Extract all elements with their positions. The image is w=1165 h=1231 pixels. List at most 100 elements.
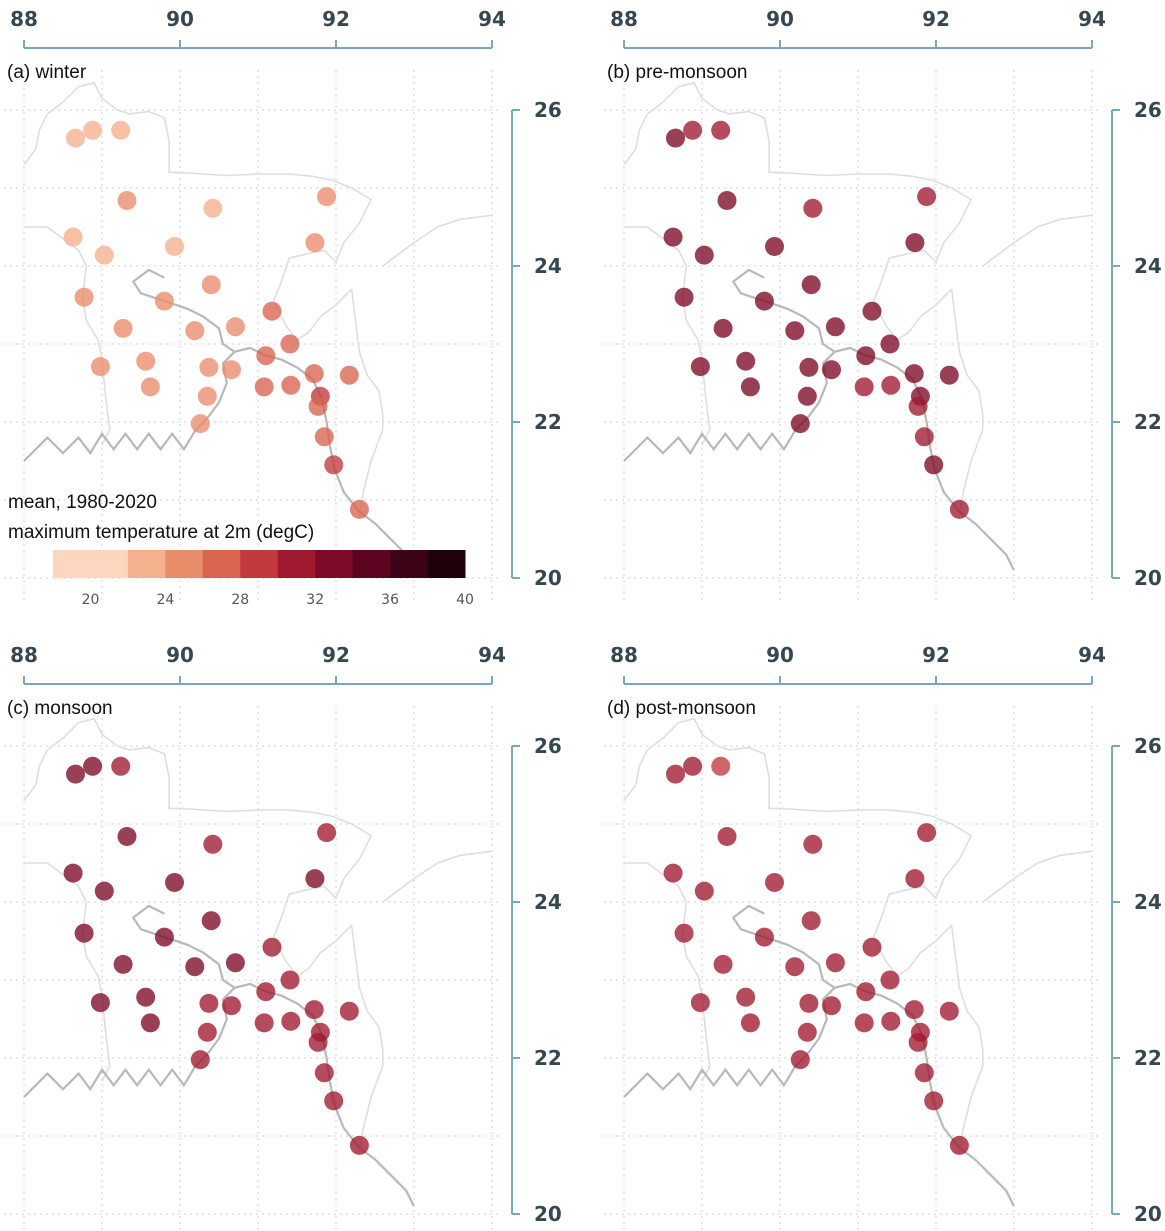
station-marker [711,120,731,140]
lat-tick-label: 20 [534,1202,562,1226]
station-marker [349,1135,369,1155]
legend-color-bin [165,550,204,578]
station-marker [136,351,156,371]
station-marker [949,499,969,519]
station-marker [94,881,114,901]
lon-tick-label: 88 [10,643,38,667]
station-marker [165,237,184,256]
station-marker [914,427,934,447]
lat-tick-label: 26 [1134,98,1162,122]
lat-tick-label: 22 [534,410,562,434]
station-marker [113,954,133,974]
station-marker [663,227,683,247]
legend-color-bin [352,550,391,578]
station-marker [349,499,369,519]
station-marker [856,346,876,366]
station-marker [949,1135,969,1155]
station-marker [280,334,300,354]
west-border [24,862,111,1082]
station-marker [854,1013,874,1033]
country-border [23,81,384,516]
lon-tick-label: 92 [322,643,350,667]
station-marker [308,1032,328,1052]
lat-tick-label: 24 [1134,890,1162,914]
station-marker [154,927,174,947]
west-border [624,226,711,446]
lon-tick-label: 90 [766,643,794,667]
station-marker [740,1013,760,1033]
station-marker [785,957,805,977]
station-marker [197,1022,217,1042]
map-panel-1: 88 90 92 94 20 22 24 26 (a) winter [4,7,562,600]
station-marker [924,455,944,475]
station-marker [256,982,276,1002]
station-marker [281,375,301,395]
station-marker [185,321,205,341]
station-marker [797,1022,817,1042]
lat-tick-label: 26 [534,98,562,122]
station-marker [790,414,810,434]
station-marker [880,334,900,354]
lon-tick-label: 90 [166,7,194,31]
lat-tick-label: 26 [534,734,562,758]
station-marker [254,377,274,397]
station-marker [854,377,874,397]
lon-tick-label: 88 [610,643,638,667]
east-border [382,850,493,903]
panel-title: (d) post-monsoon [607,698,756,719]
station-marker [666,764,685,784]
station-marker [136,987,156,1007]
station-marker [904,364,924,384]
station-marker [908,1032,928,1052]
panel-title: (b) pre-monsoon [607,62,747,83]
station-marker [939,365,959,385]
lon-tick-label: 88 [10,7,38,31]
station-marker [905,233,925,253]
legend-tick-label: 40 [456,592,474,608]
station-marker [74,923,94,943]
station-marker [717,827,737,846]
lat-tick-label: 24 [1134,254,1162,278]
station-marker [801,911,821,931]
estuary-outline [731,268,836,353]
station-marker [924,1091,944,1111]
station-marker [825,317,845,337]
station-marker [113,318,133,338]
station-marker [222,360,241,380]
station-marker [225,317,245,337]
lat-tick-label: 22 [1134,410,1162,434]
legend-color-bin [53,550,129,578]
legend-color-bin [315,550,354,578]
station-marker [256,346,276,366]
east-border [982,214,1093,267]
panel-title: (c) monsoon [7,698,113,719]
station-marker [339,365,359,385]
station-marker [140,377,160,397]
lon-tick-label: 90 [166,643,194,667]
station-marker [690,357,710,377]
station-marker [254,1013,274,1033]
station-marker [199,357,219,377]
lon-tick-label: 92 [922,643,950,667]
station-marker [280,970,300,990]
station-marker [117,827,137,846]
station-marker [939,1001,959,1021]
lon-tick-label: 94 [1078,7,1106,31]
estuary-outline [131,904,236,989]
country-border [623,717,984,1152]
station-marker [83,120,103,140]
station-marker [674,287,694,307]
station-marker [694,245,714,265]
station-marker [880,970,900,990]
station-marker [862,937,882,957]
station-marker [740,377,760,397]
lat-tick-label: 20 [1134,566,1162,590]
lon-tick-label: 94 [478,643,506,667]
station-marker [305,869,325,889]
station-marker [317,823,337,843]
west-border [624,862,711,1082]
station-marker [914,1063,934,1083]
station-marker [694,881,714,901]
legend-color-bin [277,550,316,578]
